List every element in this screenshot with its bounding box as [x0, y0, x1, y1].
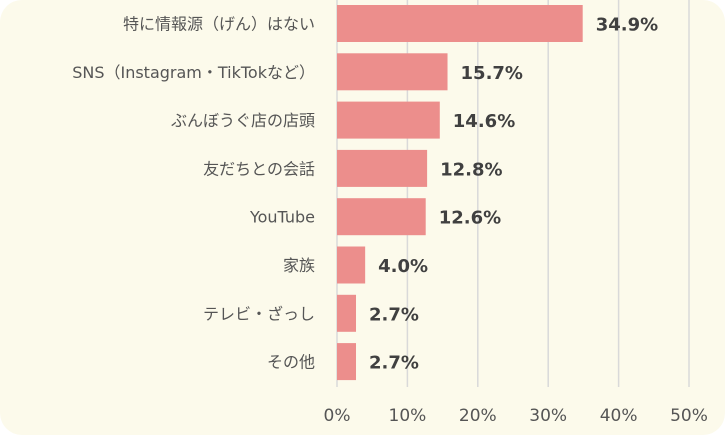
- category-label: 家族: [283, 256, 315, 275]
- bar: [337, 198, 426, 236]
- x-tick-label: 30%: [529, 406, 567, 426]
- category-label: SNS（Instagram・TikTokなど）: [72, 63, 315, 82]
- bar: [337, 294, 357, 332]
- x-tick-label: 20%: [459, 406, 497, 426]
- bar: [337, 101, 440, 139]
- data-label: 14.6%: [453, 111, 515, 132]
- data-label: 2.7%: [369, 304, 419, 325]
- bar: [337, 53, 448, 91]
- data-label: 12.8%: [440, 159, 502, 180]
- bar: [337, 5, 583, 42]
- bar: [337, 149, 428, 187]
- data-label: 12.6%: [439, 208, 501, 229]
- category-label: YouTube: [249, 208, 315, 227]
- category-label: 友だちとの会話: [203, 159, 315, 178]
- category-label: 特に情報源（げん）はない: [123, 15, 315, 34]
- x-tick-label: 10%: [389, 406, 427, 426]
- x-tick-label: 40%: [600, 406, 638, 426]
- x-tick-label: 0%: [324, 406, 351, 426]
- data-label: 2.7%: [369, 353, 419, 374]
- data-label: 4.0%: [378, 256, 428, 277]
- bar: [337, 343, 357, 381]
- category-label: テレビ・ざっし: [203, 304, 315, 323]
- bar: [337, 246, 366, 284]
- category-label: その他: [267, 353, 315, 372]
- category-label: ぶんぼうぐ店の店頭: [171, 111, 315, 130]
- data-label: 15.7%: [461, 63, 523, 84]
- data-label: 34.9%: [596, 15, 658, 36]
- x-tick-label: 50%: [670, 406, 708, 426]
